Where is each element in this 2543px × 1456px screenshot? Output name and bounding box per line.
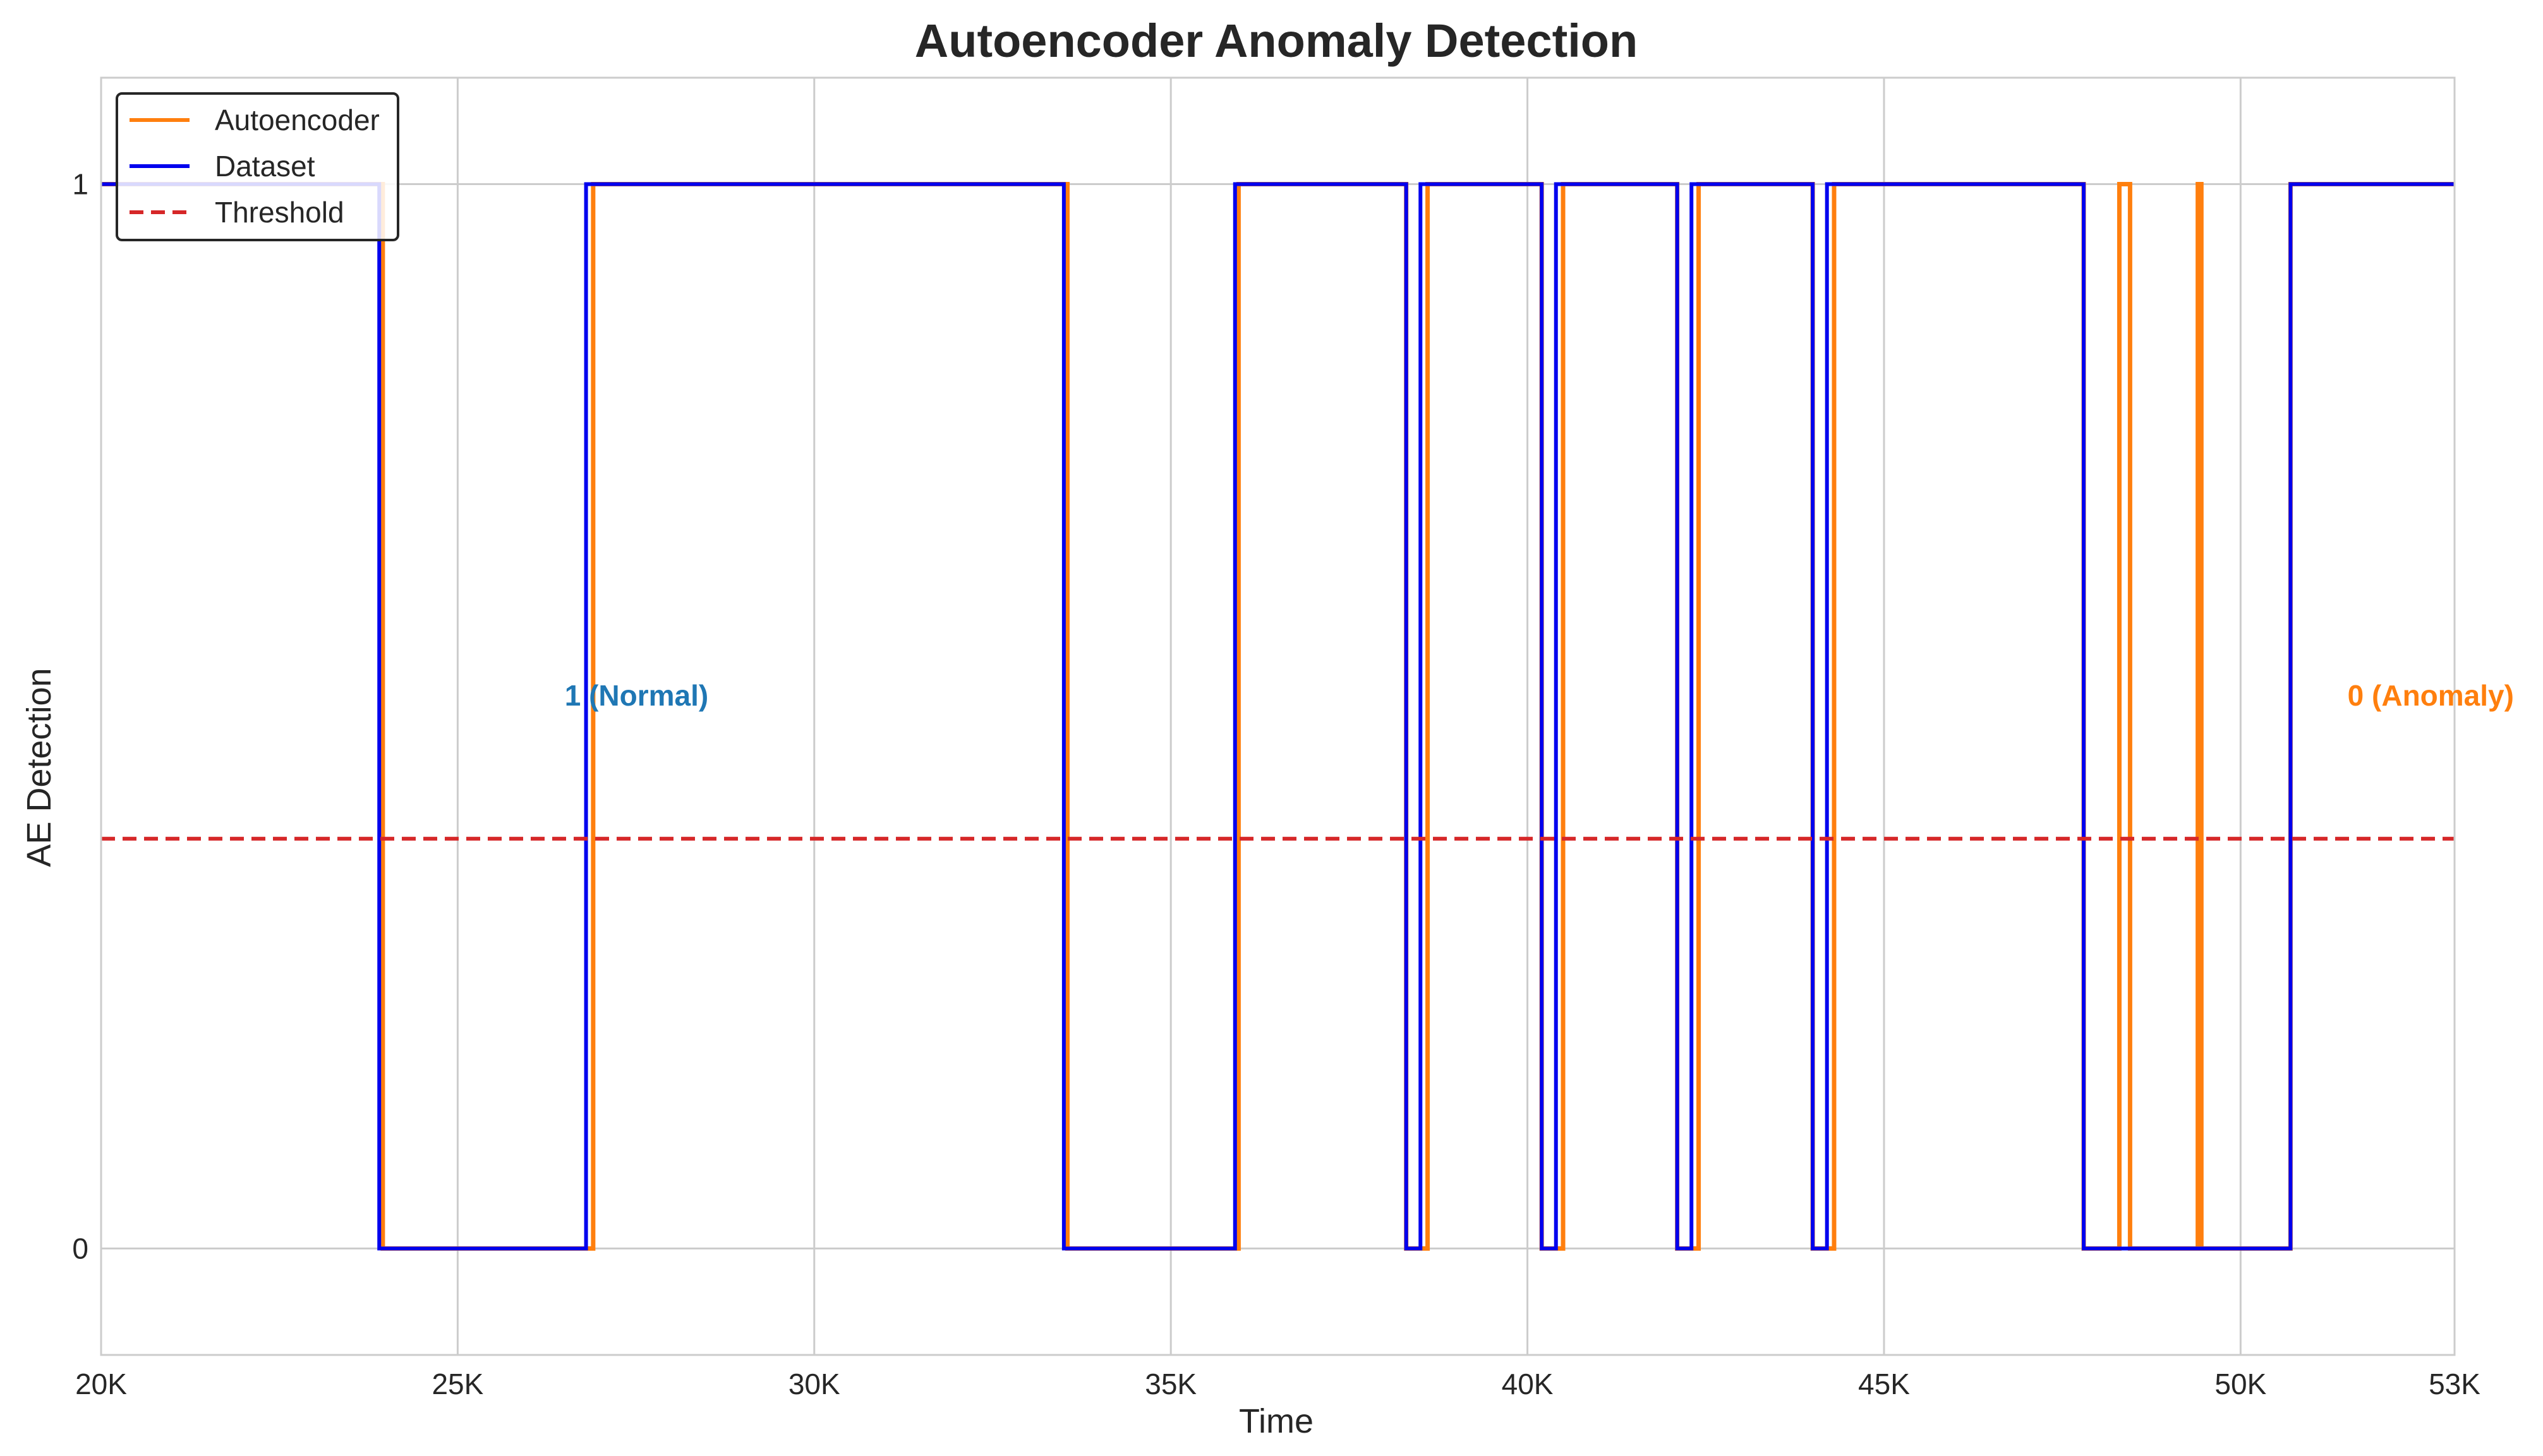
annotation-label-1: 1 (Normal) — [565, 679, 708, 712]
tick-labels: 20K 25K 30K 35K 40K 45K 50K 53K 0 1 — [72, 168, 2480, 1401]
x-tick-label: 35K — [1145, 1368, 1197, 1400]
legend-box — [116, 92, 399, 241]
x-tick-label: 25K — [432, 1368, 483, 1400]
legend-label-autoencoder: Autoencoder — [215, 104, 380, 136]
plot-frame — [100, 76, 2456, 1356]
series-lines — [101, 182, 2455, 1251]
x-axis-label: Time — [1239, 1402, 1314, 1440]
y-axis-label: AE Detection — [20, 668, 58, 867]
y-tick-label: 1 — [72, 168, 88, 201]
x-tick-label: 30K — [788, 1368, 840, 1400]
annotations: 1 (Normal) 0 (Anomaly) — [565, 679, 2514, 712]
legend-label-threshold: Threshold — [215, 196, 344, 229]
x-tick-label: 20K — [75, 1368, 127, 1400]
annotation-label-2: 0 (Anomaly) — [2348, 679, 2514, 712]
x-tick-label: 45K — [1858, 1368, 1910, 1400]
dataset-series-line — [101, 182, 2455, 1251]
y-tick-label: 0 — [72, 1232, 88, 1265]
x-tick-label: 50K — [2214, 1368, 2266, 1400]
legend-label-dataset: Dataset — [215, 150, 315, 183]
chart-title: Autoencoder Anomaly Detection — [915, 15, 1638, 67]
x-tick-label: 40K — [1502, 1368, 1554, 1400]
x-tick-label: 53K — [2429, 1368, 2480, 1400]
legend: Autoencoder Dataset Threshold — [116, 92, 399, 241]
